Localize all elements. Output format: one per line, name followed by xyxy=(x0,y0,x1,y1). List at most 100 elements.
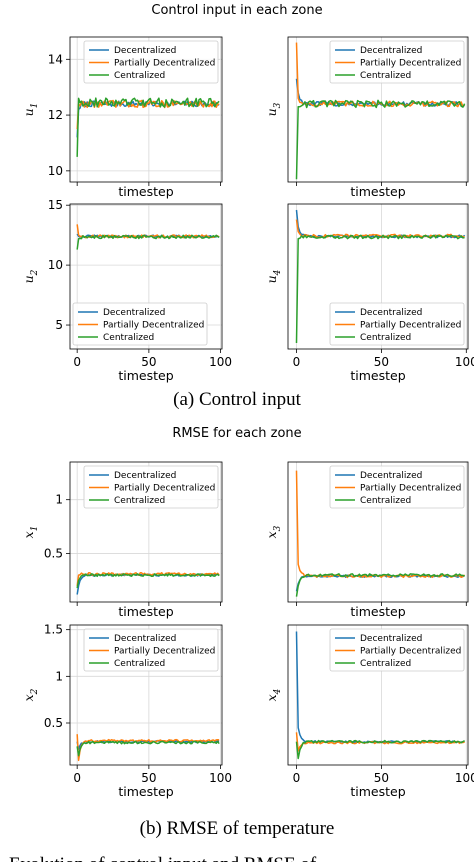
x-tick-label: 50 xyxy=(374,355,389,369)
legend-box xyxy=(83,628,219,672)
y-tick-label: 1 xyxy=(55,493,63,507)
y-tick-label: 10 xyxy=(48,164,63,178)
legend-label: Decentralized xyxy=(114,471,176,481)
y-axis-label: u4 xyxy=(264,269,283,283)
legend-box xyxy=(83,40,219,84)
legend-label: Decentralized xyxy=(360,46,422,56)
axes-frame xyxy=(287,36,469,183)
series-line-partially-decentralized xyxy=(295,219,465,238)
y-tick-label: 12 xyxy=(48,108,63,122)
x-tick-label: 50 xyxy=(141,355,156,369)
y-axis-subscript: 4 xyxy=(273,688,283,695)
panel-x2: 0 50 100 0.5 1 1.5 timestep x2 Decentralized Part… xyxy=(21,623,232,799)
x-tick-label: 50 xyxy=(374,771,389,785)
legend-label: Centralized xyxy=(360,333,411,343)
axes-frame xyxy=(69,36,223,183)
legend-label: Centralized xyxy=(360,71,411,81)
figure-title-b: RMSE for each zone xyxy=(172,426,301,441)
legend-label: Partially Decentralized xyxy=(360,321,461,331)
legend-label: Partially Decentralized xyxy=(360,59,461,69)
y-tick-label: 1 xyxy=(55,669,63,683)
legend-box xyxy=(329,465,465,509)
panel-x4: 0 50 100 timestep x4 Decentralized Partially D… xyxy=(264,624,474,799)
y-axis-label: u1 xyxy=(21,103,40,117)
bottom-fragment: 2. Evolution of control input and RMSE o… xyxy=(0,854,317,862)
panel-u4: 0 50 100 timestep u4 Decentralized Partially D… xyxy=(264,203,474,383)
legend-box xyxy=(329,628,465,672)
x-tick-label: 100 xyxy=(209,771,232,785)
legend-label: Decentralized xyxy=(103,308,165,318)
y-axis-symbol: u xyxy=(21,275,36,283)
x-tick-label: 0 xyxy=(73,771,81,785)
legend-label: Partially Decentralized xyxy=(114,59,215,69)
x-tick-label: 0 xyxy=(73,355,81,369)
legend: Decentralized Partially Decentralized Cent… xyxy=(83,628,219,672)
legend: Decentralized Partially Decentralized Cent… xyxy=(329,628,465,672)
y-axis-subscript: 3 xyxy=(273,525,283,531)
axes-frame xyxy=(287,461,469,603)
y-axis-label: x1 xyxy=(21,526,40,539)
legend-label: Partially Decentralized xyxy=(114,484,215,494)
panel-u2: 0 50 100 5 10 15 timestep u2 Decentralized Partia… xyxy=(21,198,232,383)
figure-title-a: Control input in each zone xyxy=(151,3,322,18)
series-line-partially-decentralized xyxy=(76,224,220,239)
y-tick-label: 0.5 xyxy=(44,716,63,730)
y-axis-symbol: x xyxy=(264,694,279,701)
legend-label: Partially Decentralized xyxy=(114,647,215,657)
series-line-decentralized xyxy=(295,209,466,239)
panel-u1: 10 12 14 timestep u1 Decentralized Partially D… xyxy=(21,36,223,199)
y-axis-subscript: 3 xyxy=(273,102,283,108)
legend-label: Decentralized xyxy=(360,471,422,481)
series-line-centralized xyxy=(76,234,220,250)
legend-label: Centralized xyxy=(114,71,165,81)
legend: Decentralized Partially Decentralized Cent… xyxy=(83,40,219,84)
caption-a: (a) Control input xyxy=(173,389,301,410)
legend-label: Partially Decentralized xyxy=(360,484,461,494)
legend: Decentralized Partially Decentralized Cent… xyxy=(329,465,465,509)
x-tick-label: 0 xyxy=(293,355,301,369)
x-axis-label: timestep xyxy=(350,604,405,619)
y-axis-symbol: u xyxy=(264,108,279,116)
legend-box xyxy=(83,465,219,509)
y-tick-label: 15 xyxy=(48,198,63,212)
legend-label: Centralized xyxy=(114,659,165,669)
y-axis-label: u3 xyxy=(264,102,283,116)
axes-frame xyxy=(69,461,223,603)
y-tick-label: 14 xyxy=(48,52,63,66)
x-axis-label: timestep xyxy=(118,784,173,799)
legend-label: Centralized xyxy=(360,659,411,669)
panel-x3: timestep x3 Decentralized Partially Decentr… xyxy=(264,461,469,619)
x-tick-label: 100 xyxy=(209,355,232,369)
panel-u3: timestep u3 Decentralized Partially Decentr… xyxy=(264,36,469,199)
x-axis-label: timestep xyxy=(350,368,405,383)
y-axis-symbol: u xyxy=(264,275,279,283)
x-tick-label: 100 xyxy=(455,355,474,369)
y-axis-subscript: 1 xyxy=(30,526,40,532)
x-axis-label: timestep xyxy=(118,604,173,619)
legend-label: Centralized xyxy=(114,496,165,506)
y-tick-label: 5 xyxy=(55,318,63,332)
legend: Decentralized Partially Decentralized Cent… xyxy=(72,302,208,346)
series-line-centralized xyxy=(295,234,465,344)
axes-frame xyxy=(287,203,469,350)
y-axis-label: u2 xyxy=(21,269,40,283)
y-axis-label: x4 xyxy=(264,688,283,701)
y-tick-label: 0.5 xyxy=(44,547,63,561)
y-axis-subscript: 4 xyxy=(273,269,283,276)
legend-box xyxy=(329,302,465,346)
y-axis-symbol: x xyxy=(21,531,36,538)
x-axis-label: timestep xyxy=(350,784,405,799)
legend-label: Decentralized xyxy=(360,634,422,644)
legend-box xyxy=(329,40,465,84)
legend-box xyxy=(72,302,208,346)
y-tick-label: 1.5 xyxy=(44,623,63,637)
legend: Decentralized Partially Decentralized Cent… xyxy=(329,40,465,84)
legend-label: Decentralized xyxy=(114,46,176,56)
series-line-centralized xyxy=(295,99,466,180)
y-axis-label: x3 xyxy=(264,525,283,538)
y-axis-symbol: x xyxy=(264,531,279,538)
series-line-centralized xyxy=(76,740,220,757)
y-axis-subscript: 1 xyxy=(30,103,40,109)
series-line-partially-decentralized xyxy=(76,734,220,762)
